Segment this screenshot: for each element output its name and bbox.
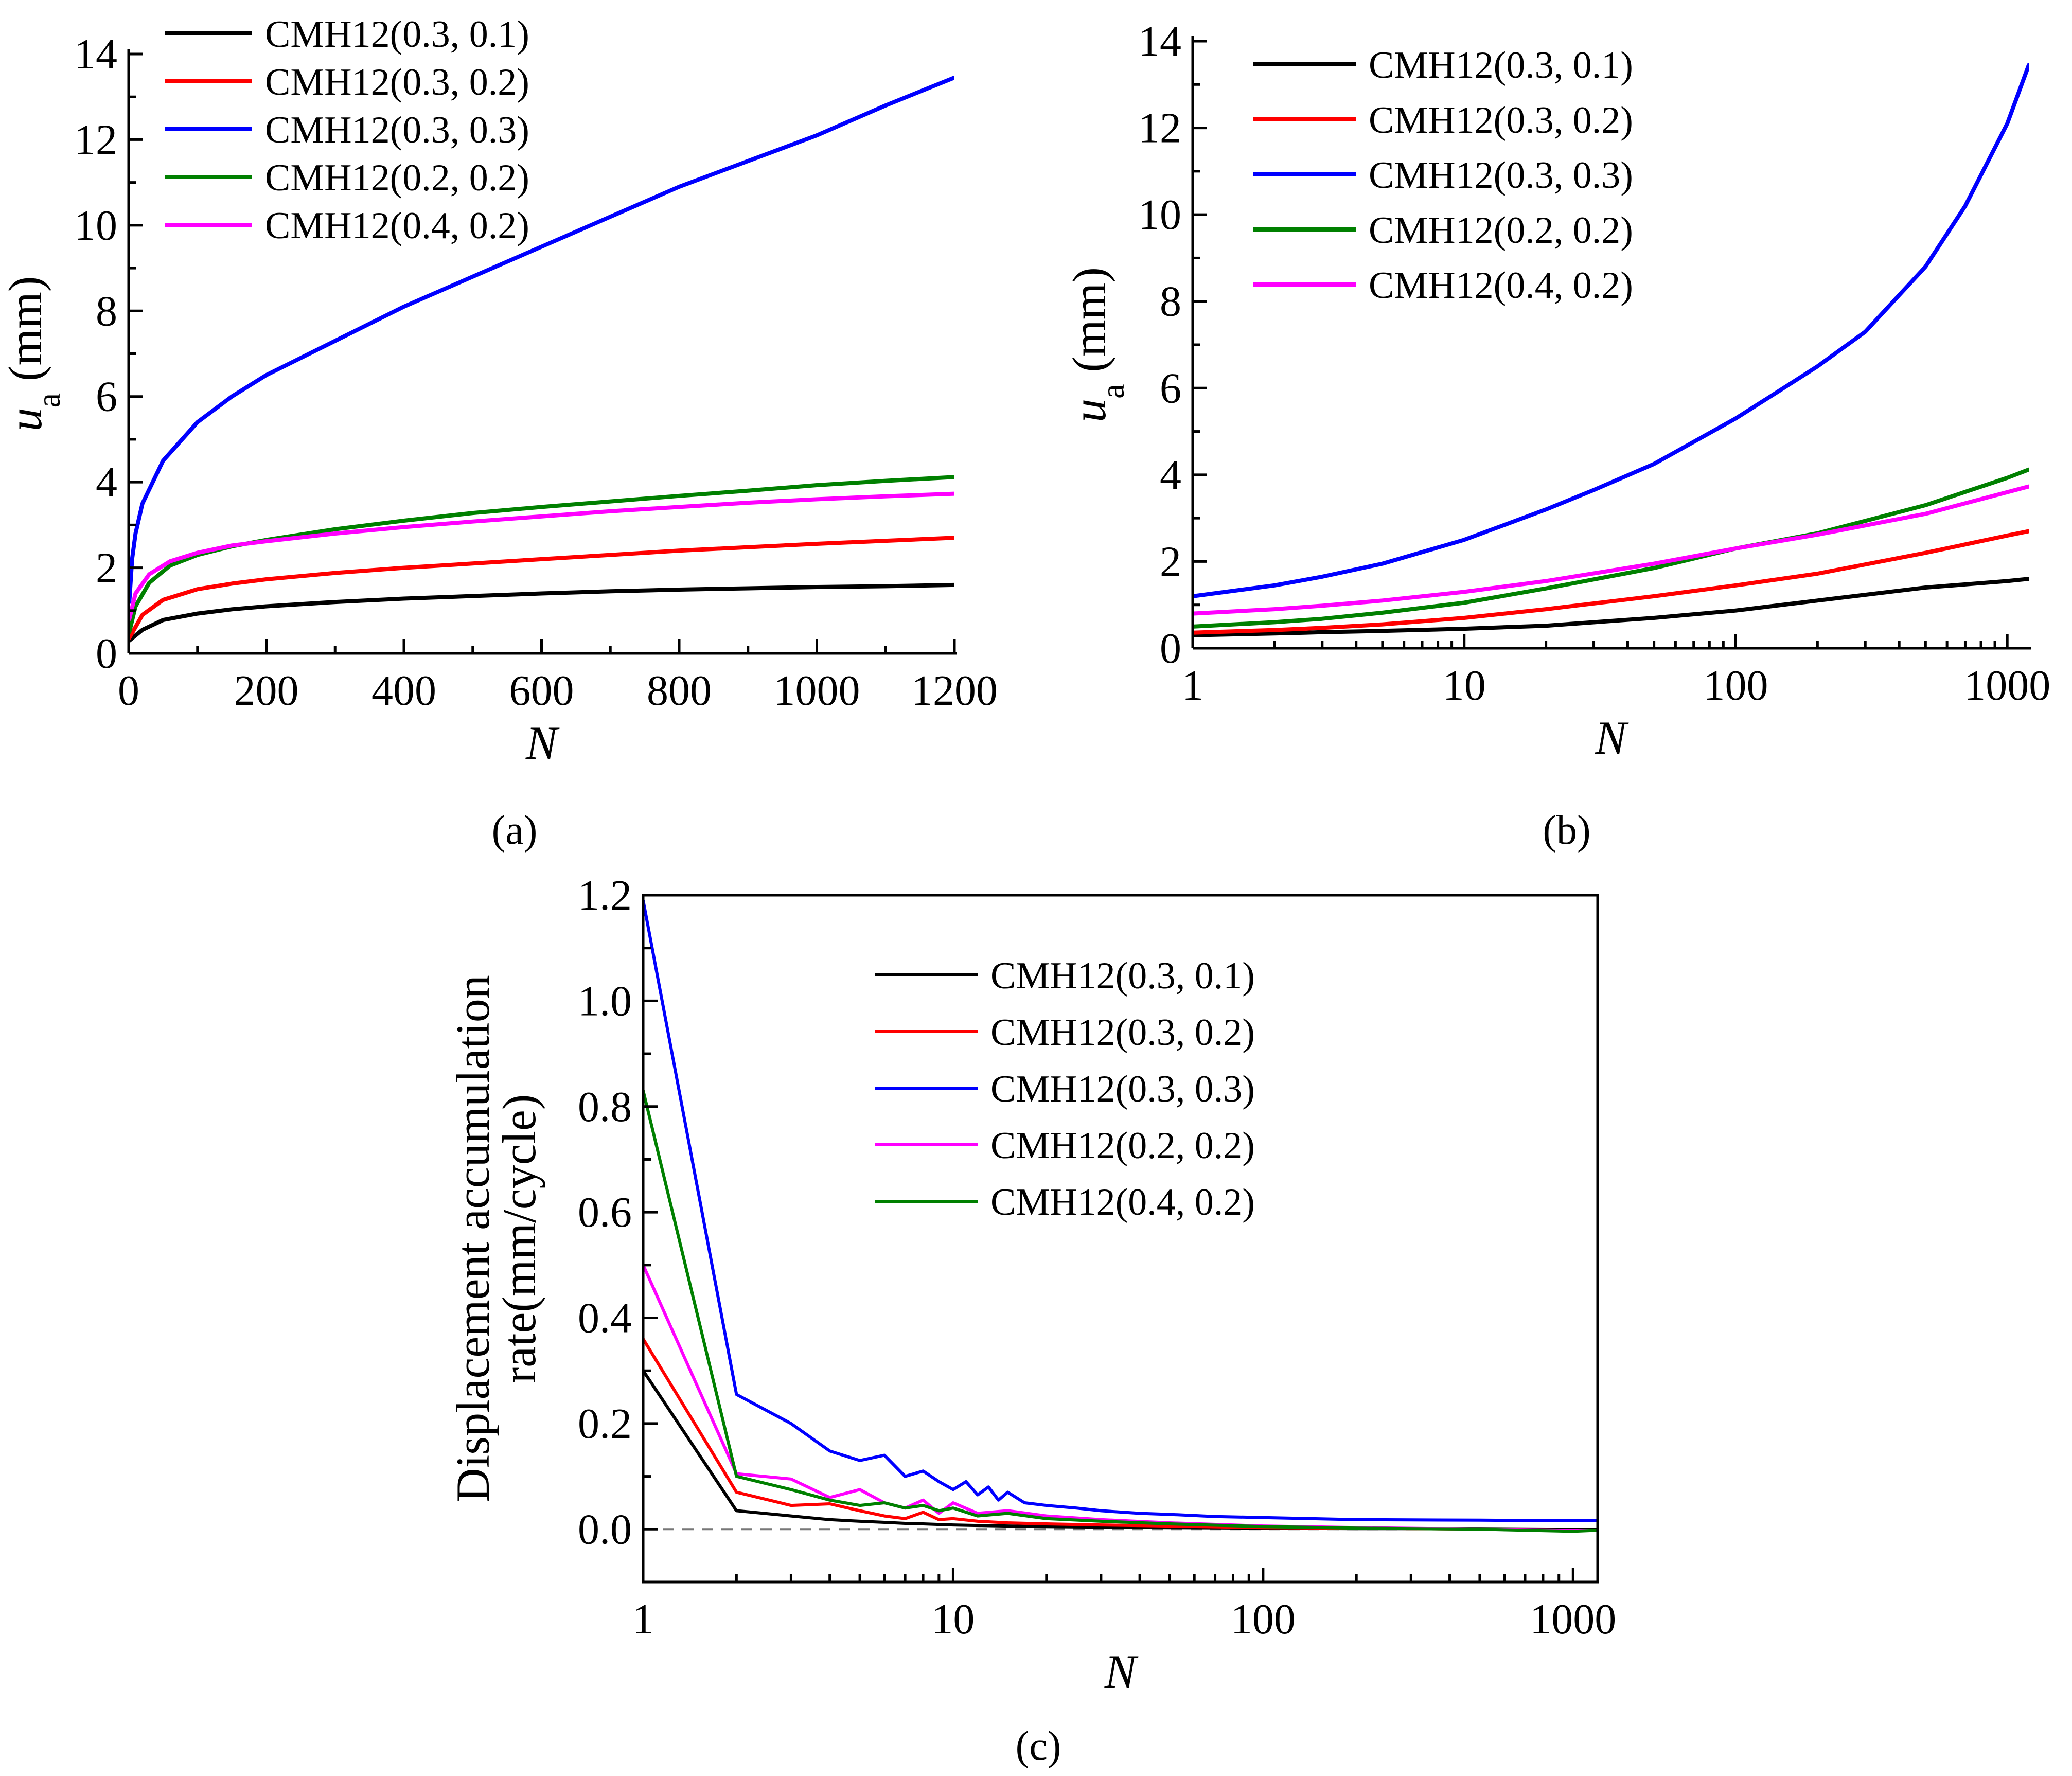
series-line-2 (643, 1337, 1598, 1532)
y-tick-label: 6 (1160, 364, 1181, 412)
y-tick-label: 8 (96, 287, 117, 335)
y-tick-label: 4 (96, 458, 117, 506)
legend-label-1: CMH12(0.3, 0.1) (990, 955, 1255, 997)
legend-label-2: CMH12(0.3, 0.2) (265, 61, 529, 103)
legend-label-3: CMH12(0.3, 0.3) (265, 109, 529, 151)
panel-label-a: (a) (492, 808, 538, 853)
y-tick-label: 2 (96, 544, 117, 592)
legend-label-4: CMH12(0.2, 0.2) (990, 1125, 1255, 1167)
x-tick-label: 800 (647, 667, 712, 715)
y-tick-label: 0.2 (578, 1400, 632, 1448)
series-line-5 (1193, 484, 2029, 616)
y-tick-label: 0 (96, 630, 117, 678)
series-line-2 (129, 536, 954, 640)
series-group (129, 75, 954, 643)
panel-label-b: (b) (1543, 808, 1590, 853)
x-tick-label: 600 (509, 667, 574, 715)
x-tick-label: 1000 (774, 667, 860, 715)
series-group (1193, 63, 2029, 637)
legend-label-4: CMH12(0.2, 0.2) (265, 157, 529, 199)
y-tick-label: 14 (74, 30, 117, 78)
legend-label-1: CMH12(0.3, 0.1) (1369, 44, 1633, 86)
legend: CMH12(0.3, 0.1) CMH12(0.3, 0.2) CMH12(0.3,… (165, 13, 529, 247)
legend-label-3: CMH12(0.3, 0.3) (1369, 154, 1633, 197)
chart-b: 0 2 4 6 8 10 12 14 1 10 100 1000 Nua (mm) CMH12(0.3, … (1063, 17, 2050, 764)
y-axis-label: ua (mm) (1063, 267, 1131, 422)
x-tick-label: 400 (371, 667, 436, 715)
x-tick-label: 1 (632, 1595, 654, 1643)
y-axis-label-line1: Displacement accumulation (447, 975, 499, 1502)
legend-label-3: CMH12(0.3, 0.3) (990, 1068, 1255, 1110)
x-axis-label: N (525, 717, 560, 769)
y-tick-label: 12 (1138, 104, 1181, 152)
x-tick-label: 1000 (1530, 1595, 1616, 1643)
y-tick-label: 2 (1160, 538, 1181, 585)
legend-label-2: CMH12(0.3, 0.2) (990, 1011, 1255, 1054)
legend-label-2: CMH12(0.3, 0.2) (1369, 99, 1633, 141)
y-tick-label: 14 (1138, 17, 1181, 65)
chart-a: 0 2 4 6 8 10 12 14 0 200 400 600 800 1000 1200 Nua (mm)… (0, 13, 998, 769)
y-tick-label: 0 (1160, 625, 1181, 672)
series-group (643, 899, 1598, 1533)
x-tick-label: 10 (1443, 662, 1486, 709)
x-tick-label: 1200 (911, 667, 998, 715)
legend-label-5: CMH12(0.4, 0.2) (1369, 264, 1633, 307)
y-tick-label: 0.0 (578, 1505, 632, 1553)
chart-c: 0.0 0.2 0.4 0.6 0.8 1.0 1.2 1 10 100 1000 N Displace… (447, 872, 1616, 1698)
legend-label-4: CMH12(0.2, 0.2) (1369, 209, 1633, 252)
y-axis-label: ua (mm) (0, 276, 67, 432)
plot-frame (642, 894, 1599, 1584)
x-tick-label: 100 (1703, 662, 1768, 709)
y-tick-label: 12 (74, 116, 117, 164)
x-tick-label: 0 (118, 667, 139, 715)
x-tick-label: 100 (1231, 1595, 1296, 1643)
series-line-5 (643, 1089, 1598, 1533)
legend-label-5: CMH12(0.4, 0.2) (990, 1181, 1255, 1223)
series-line-4 (1193, 467, 2029, 629)
series-line-3 (643, 899, 1598, 1522)
x-axis-label: N (1104, 1645, 1139, 1698)
series-line-1 (1193, 577, 2029, 637)
panel-label-c: (c) (1016, 1724, 1061, 1769)
legend-label-1: CMH12(0.3, 0.1) (265, 13, 529, 56)
series-line-4 (643, 1263, 1598, 1532)
x-tick-label: 200 (234, 667, 299, 715)
x-tick-label: 1 (1182, 662, 1203, 709)
y-tick-label: 1.2 (578, 872, 632, 919)
x-tick-label: 1000 (1964, 662, 2050, 709)
x-axis-label: N (1595, 712, 1629, 764)
y-tick-label: 10 (1138, 191, 1181, 239)
x-tick-label: 10 (931, 1595, 975, 1643)
series-line-3 (1193, 63, 2029, 598)
series-line-3 (129, 75, 954, 605)
series-line-1 (129, 582, 954, 643)
y-tick-label: 10 (74, 202, 117, 250)
y-tick-label: 4 (1160, 451, 1181, 499)
y-tick-label: 8 (1160, 278, 1181, 326)
legend-label-5: CMH12(0.4, 0.2) (265, 205, 529, 247)
series-line-2 (1193, 529, 2029, 635)
legend: CMH12(0.3, 0.1) CMH12(0.3, 0.2) CMH12(0.3,… (875, 955, 1255, 1223)
legend: CMH12(0.3, 0.1) CMH12(0.3, 0.2) CMH12(0.3,… (1253, 44, 1633, 307)
y-axis-label-line2: rate(mm/cycle) (493, 1094, 545, 1383)
y-tick-label: 0.8 (578, 1083, 632, 1131)
y-tick-label: 6 (96, 373, 117, 421)
y-tick-label: 1.0 (578, 977, 632, 1025)
y-tick-label: 0.6 (578, 1188, 632, 1236)
series-line-4 (129, 475, 954, 634)
series-line-5 (129, 491, 954, 621)
y-tick-label: 0.4 (578, 1294, 632, 1342)
